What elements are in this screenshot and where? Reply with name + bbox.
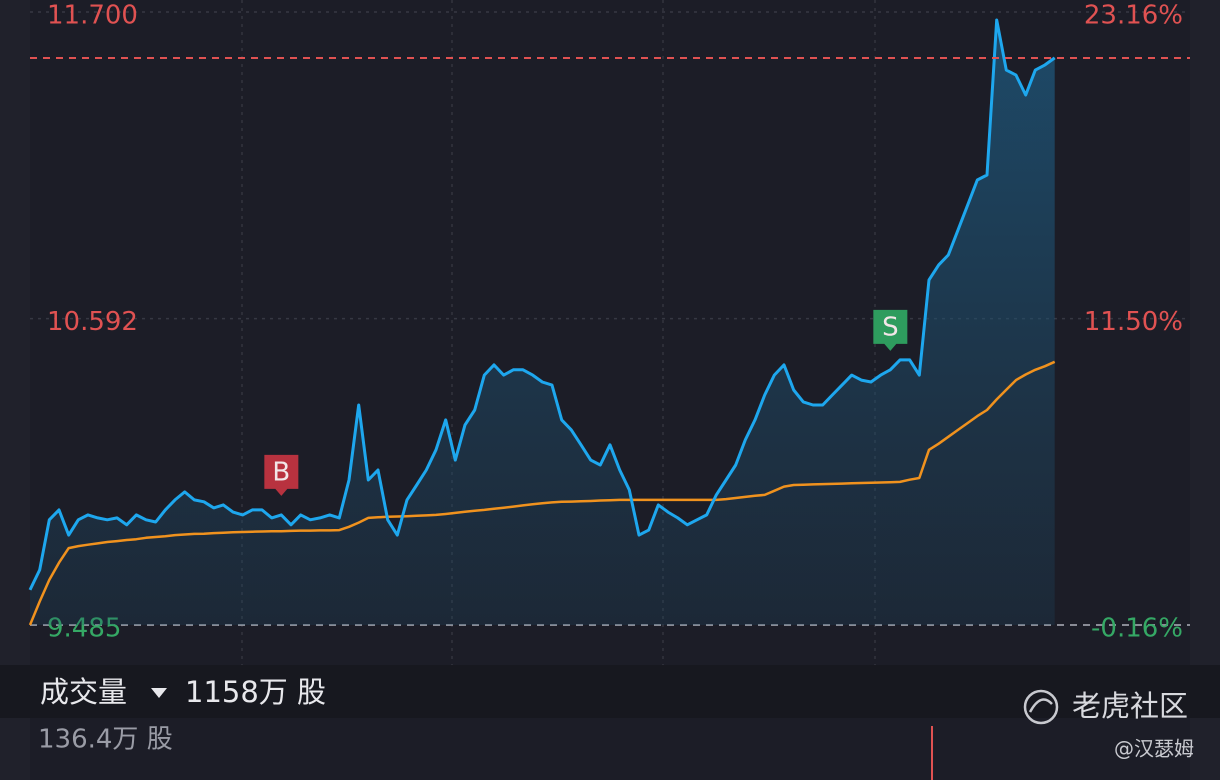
y-tick-label: 10.592 bbox=[47, 307, 138, 337]
marker-label: B bbox=[272, 457, 290, 487]
dropdown-icon[interactable] bbox=[151, 688, 167, 698]
author: @汉瑟姆 bbox=[1114, 737, 1194, 761]
watermark-logo bbox=[1023, 689, 1059, 725]
trade-marker: S bbox=[873, 309, 908, 351]
marker-badge bbox=[264, 454, 299, 496]
price-area bbox=[30, 20, 1055, 625]
watermark: 老虎社区 bbox=[1072, 689, 1188, 723]
y2-tick-label: 23.16% bbox=[1084, 1, 1183, 31]
volume-scale: 136.4万 股 bbox=[38, 725, 173, 755]
trade-marker: B bbox=[264, 454, 299, 496]
y2-tick-label: -0.16% bbox=[1091, 614, 1183, 644]
volume-area bbox=[30, 718, 1190, 780]
y-tick-label: 11.700 bbox=[47, 1, 138, 31]
volume-value: 1158万 股 bbox=[185, 675, 326, 709]
volume-header bbox=[0, 665, 1220, 718]
price-line bbox=[28, 18, 1056, 591]
average-line bbox=[28, 360, 1056, 626]
y2-tick-label: 11.50% bbox=[1084, 307, 1183, 337]
marker-label: S bbox=[882, 312, 899, 342]
volume-title: 成交量 bbox=[40, 675, 127, 709]
marker-badge bbox=[873, 309, 908, 351]
